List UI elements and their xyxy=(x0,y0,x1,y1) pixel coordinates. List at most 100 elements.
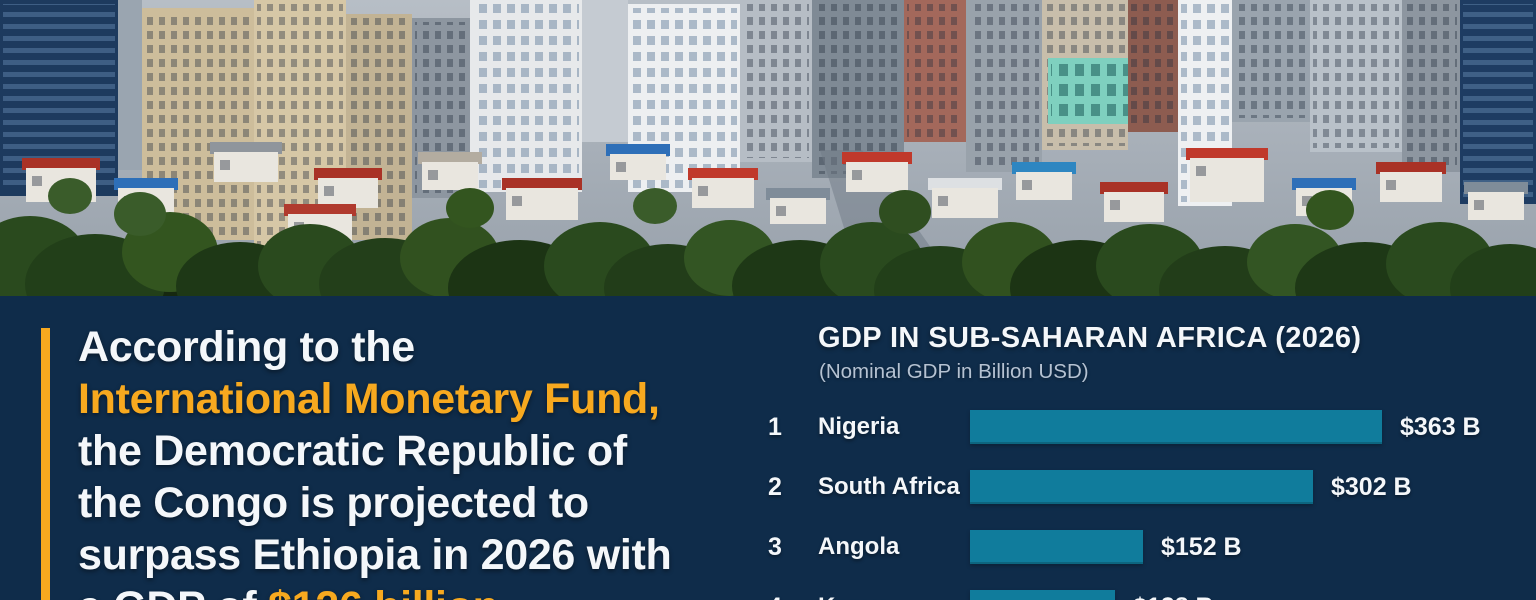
value-label: $363 B xyxy=(1400,412,1481,441)
building-windows xyxy=(969,4,1039,168)
building-windows xyxy=(907,4,963,138)
gdp-bar xyxy=(970,470,1313,504)
house xyxy=(692,178,754,208)
text-panel: According to the International Monetary F… xyxy=(0,296,1536,600)
house xyxy=(846,162,908,192)
building-windows xyxy=(1235,4,1307,118)
house xyxy=(1104,192,1164,222)
tree xyxy=(1306,190,1354,230)
house xyxy=(214,152,278,182)
house-window xyxy=(32,176,42,186)
building-windows xyxy=(1313,4,1399,148)
rank-number: 4 xyxy=(762,593,818,600)
headline-text: a GDP of xyxy=(78,583,268,600)
house-roof xyxy=(418,152,482,164)
house-roof xyxy=(284,204,356,216)
headline-text: the Democratic Republic of xyxy=(78,427,627,475)
chart-row: 1 Nigeria $363 B xyxy=(762,410,1536,470)
gdp-bar xyxy=(970,410,1382,444)
house-roof xyxy=(1376,162,1446,174)
house-window xyxy=(1474,200,1484,210)
country-label: Angola xyxy=(818,533,900,560)
house-roof xyxy=(502,178,582,190)
country-label: Nigeria xyxy=(818,413,900,440)
value-label: $302 B xyxy=(1331,472,1412,501)
house-roof xyxy=(688,168,758,180)
tree xyxy=(1450,244,1536,296)
chart-row-line: 1 Nigeria $363 B xyxy=(762,410,1536,444)
building-windows xyxy=(1131,4,1175,128)
chart-row-line: 2 South Africa $302 B xyxy=(762,470,1536,504)
country-label: South Africa xyxy=(818,473,960,500)
house xyxy=(1380,172,1442,202)
headline-line: According to the xyxy=(78,321,738,373)
headline-line: a GDP of $126 billion. xyxy=(78,581,738,600)
house-roof xyxy=(1464,182,1528,194)
house-window xyxy=(776,206,786,216)
house-roof xyxy=(842,152,912,164)
building-windows xyxy=(1463,4,1533,200)
headline-accent-text: International Monetary Fund, xyxy=(78,375,660,423)
building-windows xyxy=(815,4,901,174)
building-windows xyxy=(1405,4,1457,168)
house xyxy=(610,154,666,180)
house xyxy=(318,178,378,208)
house-window xyxy=(324,186,334,196)
house-window xyxy=(1196,166,1206,176)
house-window xyxy=(512,196,522,206)
house-roof xyxy=(928,178,1002,190)
tree xyxy=(633,188,677,224)
house-roof xyxy=(1292,178,1356,190)
house-window xyxy=(220,160,230,170)
value-label: $152 B xyxy=(1161,532,1242,561)
house xyxy=(932,188,998,218)
rank-number: 3 xyxy=(768,532,782,561)
chart-row: 4Kenya $128 B xyxy=(762,590,1536,600)
house-window xyxy=(1302,196,1312,206)
house-window xyxy=(698,186,708,196)
gdp-bar xyxy=(970,590,1115,600)
house xyxy=(1468,192,1524,220)
house xyxy=(1016,172,1072,200)
building-windows xyxy=(473,4,579,188)
headline-line: the Congo is projected to xyxy=(78,477,738,529)
accent-bar xyxy=(41,328,50,600)
house-roof xyxy=(114,178,178,190)
rank-number: 1 xyxy=(768,412,782,441)
tree xyxy=(446,188,494,228)
house-roof xyxy=(314,168,382,180)
building xyxy=(118,0,142,170)
house-window xyxy=(616,162,626,172)
headline-line: surpass Ethiopia in 2026 with xyxy=(78,529,738,581)
headline-line: International Monetary Fund, xyxy=(78,373,738,425)
chart-subtitle: (Nominal GDP in Billion USD) xyxy=(819,360,1089,383)
rank-number: 2 xyxy=(768,472,782,501)
building xyxy=(582,0,628,142)
gdp-bar xyxy=(970,530,1143,564)
value-label: $128 B xyxy=(1133,593,1214,600)
house xyxy=(1190,158,1264,202)
house xyxy=(770,198,826,224)
headline-text: the Congo is projected to xyxy=(78,479,589,527)
headline-accent-text: $126 billion. xyxy=(268,583,511,600)
house-window xyxy=(428,170,438,180)
chart-row-line: 3 Angola $152 B xyxy=(762,530,1536,564)
headline-line: the Democratic Republic of xyxy=(78,425,738,477)
house xyxy=(506,188,578,220)
headline-text: surpass Ethiopia in 2026 with xyxy=(78,531,672,579)
house-roof xyxy=(1100,182,1168,194)
house-window xyxy=(1110,200,1120,210)
house-roof xyxy=(210,142,282,154)
tree xyxy=(879,190,931,234)
house-window xyxy=(938,196,948,206)
headline: According to the International Monetary F… xyxy=(78,321,738,600)
house-window xyxy=(852,170,862,180)
house-roof xyxy=(1012,162,1076,174)
house-roof xyxy=(22,158,100,170)
tree xyxy=(114,192,166,236)
house-roof xyxy=(1186,148,1268,160)
house-window xyxy=(1022,180,1032,190)
house-roof xyxy=(606,144,670,156)
house xyxy=(422,162,478,190)
